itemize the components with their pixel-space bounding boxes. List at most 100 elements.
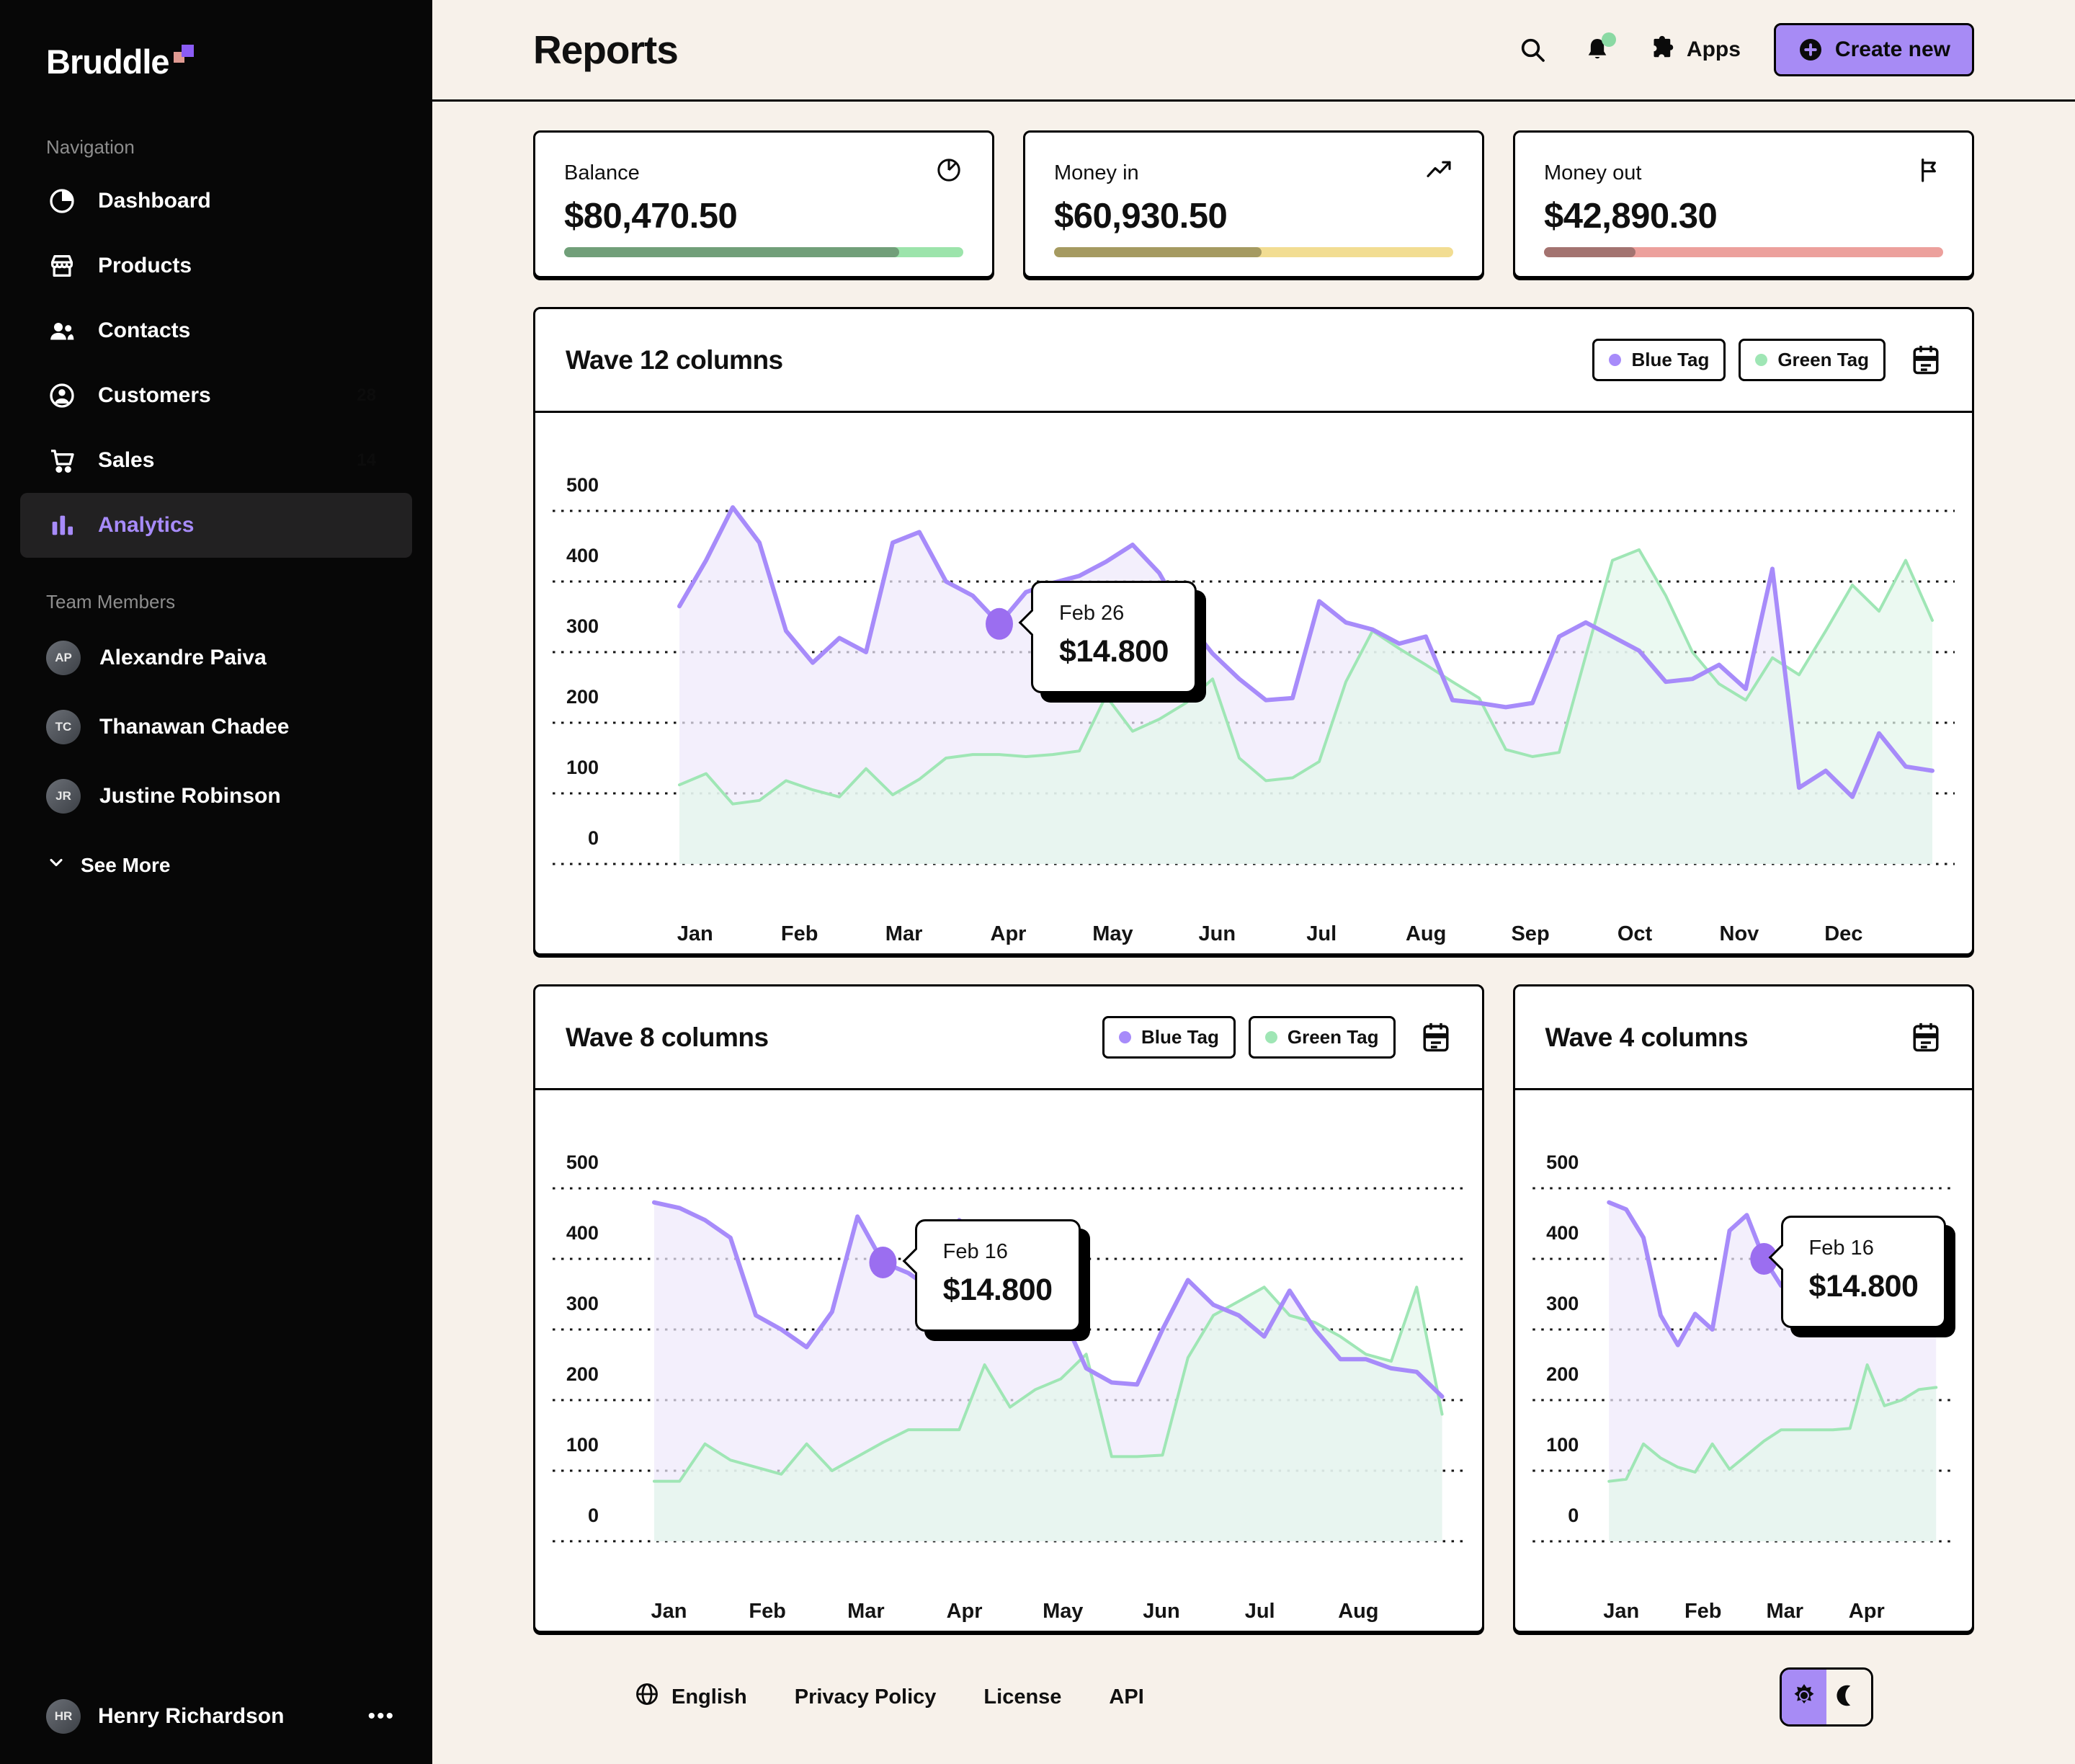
svg-text:Feb: Feb bbox=[1684, 1600, 1722, 1623]
main-area: Reports Apps bbox=[432, 0, 2075, 1764]
sidebar: Bruddle Navigation Dashboard Products bbox=[0, 0, 432, 1764]
current-user[interactable]: HR Henry Richardson ••• bbox=[0, 1673, 432, 1764]
search-icon[interactable] bbox=[1517, 34, 1548, 66]
sidebar-item-label: Contacts bbox=[98, 318, 191, 342]
team-member-name: Thanawan Chadee bbox=[99, 715, 290, 739]
stat-label: Balance bbox=[564, 161, 640, 184]
sidebar-item-products[interactable]: Products bbox=[20, 233, 412, 298]
see-more-button[interactable]: See More bbox=[0, 831, 432, 899]
calendar-icon[interactable] bbox=[1420, 1020, 1452, 1055]
cart-icon bbox=[48, 446, 76, 475]
sidebar-item-dashboard[interactable]: Dashboard bbox=[20, 169, 412, 233]
svg-text:Apr: Apr bbox=[991, 922, 1027, 945]
customers-count-badge: 28 bbox=[357, 386, 376, 405]
svg-text:300: 300 bbox=[566, 615, 599, 637]
svg-text:300: 300 bbox=[566, 1293, 599, 1314]
svg-text:Jul: Jul bbox=[1245, 1600, 1275, 1623]
avatar: JR bbox=[46, 779, 81, 814]
svg-text:500: 500 bbox=[566, 474, 599, 496]
notifications-bell-icon[interactable] bbox=[1581, 32, 1616, 66]
svg-text:0: 0 bbox=[588, 1505, 599, 1526]
light-theme-button[interactable] bbox=[1782, 1670, 1826, 1724]
stat-value: $60,930.50 bbox=[1054, 197, 1228, 236]
sales-count-badge: 14 bbox=[357, 450, 376, 470]
svg-text:Jan: Jan bbox=[677, 922, 713, 945]
line-chart: 500 400 300 200 100 0 Jan Feb Mar Apr May Jun Jul Aug… bbox=[535, 413, 1972, 953]
svg-text:0: 0 bbox=[1568, 1505, 1579, 1526]
legend-green-tag[interactable]: Green Tag bbox=[1739, 339, 1886, 381]
notification-dot bbox=[1601, 32, 1616, 47]
globe-icon bbox=[634, 1681, 660, 1713]
line-chart: 500 400 300 200 100 0 Jan Feb Mar Apr May Jun Jul Aug… bbox=[535, 1090, 1482, 1631]
svg-text:Mar: Mar bbox=[847, 1600, 885, 1623]
stat-value: $42,890.30 bbox=[1544, 197, 1718, 236]
team-member[interactable]: AP Alexandre Paiva bbox=[46, 623, 386, 692]
license-link[interactable]: License bbox=[983, 1685, 1062, 1709]
wave-4-card: Wave 4 columns 500 400 300 200 100 0 Jan Feb Mar… bbox=[1512, 984, 1974, 1633]
svg-text:100: 100 bbox=[1546, 1434, 1579, 1456]
charts-row-2: Wave 8 columns Blue Tag Green Tag bbox=[533, 984, 1974, 1633]
svg-text:Jul: Jul bbox=[1306, 922, 1337, 945]
create-new-button[interactable]: Create new bbox=[1773, 23, 1974, 76]
chart-title: Wave 8 columns bbox=[566, 1022, 769, 1052]
svg-text:500: 500 bbox=[1546, 1152, 1579, 1173]
sidebar-item-sales[interactable]: Sales 14 bbox=[20, 428, 412, 493]
topbar: Reports Apps bbox=[432, 0, 2075, 102]
plus-circle-icon bbox=[1798, 37, 1824, 63]
calendar-icon[interactable] bbox=[1910, 343, 1942, 378]
svg-text:Mar: Mar bbox=[1766, 1600, 1803, 1623]
svg-text:Mar: Mar bbox=[885, 922, 923, 945]
svg-text:Apr: Apr bbox=[1848, 1600, 1884, 1623]
svg-text:400: 400 bbox=[566, 545, 599, 566]
team-member[interactable]: JR Justine Robinson bbox=[46, 762, 386, 831]
svg-text:Feb: Feb bbox=[749, 1600, 786, 1623]
svg-text:Oct: Oct bbox=[1617, 922, 1653, 945]
svg-text:Dec: Dec bbox=[1824, 922, 1862, 945]
svg-text:Jun: Jun bbox=[1143, 1600, 1180, 1623]
progress-bar bbox=[1544, 247, 1943, 257]
legend-blue-tag[interactable]: Blue Tag bbox=[1102, 1016, 1236, 1059]
svg-text:Sep: Sep bbox=[1511, 922, 1549, 945]
pie-icon bbox=[934, 156, 963, 190]
logo[interactable]: Bruddle bbox=[0, 0, 432, 86]
tooltip-value: $14.800 bbox=[942, 1272, 1053, 1307]
nav-list: Dashboard Products Contacts Customers 2 bbox=[0, 169, 432, 558]
progress-bar bbox=[564, 247, 963, 257]
chart-tooltip: Feb 16 $14.800 bbox=[1768, 1216, 1947, 1328]
legend-blue-tag[interactable]: Blue Tag bbox=[1592, 339, 1726, 381]
green-tag-dot-icon bbox=[1755, 354, 1768, 366]
user-menu-button[interactable]: ••• bbox=[367, 1704, 395, 1728]
tooltip-date: Feb 16 bbox=[942, 1239, 1008, 1263]
team-member-name: Justine Robinson bbox=[99, 784, 281, 808]
legend-green-tag[interactable]: Green Tag bbox=[1248, 1016, 1396, 1059]
logo-text: Bruddle bbox=[46, 43, 170, 81]
create-new-label: Create new bbox=[1834, 37, 1950, 61]
dark-theme-button[interactable] bbox=[1826, 1670, 1871, 1724]
sidebar-item-customers[interactable]: Customers 28 bbox=[20, 363, 412, 428]
nav-section-label: Navigation bbox=[46, 136, 135, 158]
wave-8-card: Wave 8 columns Blue Tag Green Tag bbox=[533, 984, 1484, 1633]
team-member-name: Alexandre Paiva bbox=[99, 646, 267, 669]
stat-label: Money in bbox=[1054, 161, 1139, 184]
language-button[interactable]: English bbox=[634, 1681, 747, 1713]
calendar-icon[interactable] bbox=[1910, 1020, 1942, 1055]
chart-title: Wave 12 columns bbox=[566, 344, 783, 375]
svg-text:400: 400 bbox=[1546, 1222, 1579, 1244]
team-member[interactable]: TC Thanawan Chadee bbox=[46, 692, 386, 762]
flag-icon bbox=[1914, 156, 1943, 190]
sidebar-item-contacts[interactable]: Contacts bbox=[20, 298, 412, 363]
current-user-name: Henry Richardson bbox=[98, 1704, 285, 1728]
privacy-policy-link[interactable]: Privacy Policy bbox=[794, 1685, 937, 1709]
sidebar-item-label: Analytics bbox=[98, 513, 195, 537]
chart-tooltip: Feb 16 $14.800 bbox=[902, 1219, 1081, 1332]
moon-icon bbox=[1836, 1683, 1862, 1712]
page-title: Reports bbox=[533, 27, 679, 72]
tooltip-date: Feb 16 bbox=[1808, 1237, 1874, 1260]
sun-icon bbox=[1790, 1681, 1819, 1714]
tooltip-value: $14.800 bbox=[1808, 1269, 1919, 1304]
apps-button[interactable]: Apps bbox=[1646, 33, 1741, 67]
avatar: TC bbox=[46, 710, 81, 744]
api-link[interactable]: API bbox=[1109, 1685, 1144, 1709]
sidebar-item-analytics[interactable]: Analytics bbox=[20, 493, 412, 558]
svg-text:May: May bbox=[1043, 1600, 1083, 1623]
